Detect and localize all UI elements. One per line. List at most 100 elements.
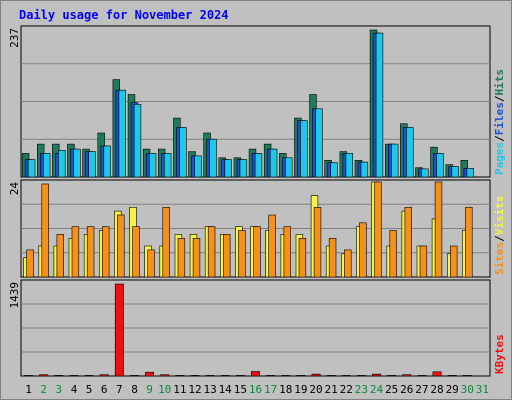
- bar-pages-day-9: [148, 153, 157, 178]
- bar-sites-day-9: [147, 249, 155, 278]
- bar-sites-day-27: [419, 245, 428, 278]
- bar-sites-day-1: [26, 249, 34, 278]
- bar-sites-day-17: [268, 214, 276, 278]
- bar-kbytes-day-18: [281, 375, 291, 377]
- bar-kbytes-day-8: [130, 375, 139, 377]
- x-tick-label: 18: [279, 383, 292, 396]
- bar-sites-day-6: [102, 226, 110, 278]
- bar-sites-day-23: [359, 222, 367, 278]
- bar-sites-day-21: [328, 238, 337, 278]
- bar-sites-day-26: [404, 207, 412, 278]
- bar-pages-day-15: [239, 159, 248, 178]
- legend-entry: /: [493, 95, 506, 102]
- bar-sites-day-30: [465, 207, 473, 278]
- bar-pages-day-17: [269, 148, 278, 178]
- bar-pages-day-8: [133, 104, 142, 178]
- bar-pages-day-23: [360, 161, 369, 178]
- x-tick-label: 15: [234, 383, 247, 396]
- bar-pages-day-20: [315, 108, 323, 178]
- bar-pages-day-16: [254, 153, 263, 178]
- x-tick-label: 22: [340, 383, 353, 396]
- x-tick-label: 4: [71, 383, 78, 396]
- panel-max-label: 237: [8, 28, 21, 48]
- bar-kbytes-day-6: [99, 374, 109, 377]
- legend-entry: Files: [493, 102, 506, 135]
- x-tick-label: 11: [173, 383, 186, 396]
- x-tick-label: 16: [249, 383, 262, 396]
- x-tick-label: 27: [415, 383, 428, 396]
- x-tick-label: 17: [264, 383, 277, 396]
- bar-sites-day-22: [344, 249, 352, 278]
- bar-kbytes-day-9: [145, 371, 154, 377]
- bar-kbytes-day-2: [39, 374, 49, 377]
- x-tick-label: 12: [188, 383, 201, 396]
- x-tick-label: 29: [446, 383, 459, 396]
- bar-kbytes-day-26: [402, 374, 412, 377]
- bar-pages-day-29: [451, 166, 459, 178]
- bar-pages-day-19: [300, 120, 308, 178]
- bar-pages-day-30: [466, 168, 474, 178]
- bar-pages-day-28: [436, 153, 444, 178]
- bar-sites-day-5: [86, 226, 95, 278]
- bar-kbytes-day-29: [447, 375, 457, 377]
- bar-sites-day-14: [223, 234, 231, 278]
- bar-pages-day-3: [58, 150, 66, 178]
- x-axis-labels: 1 2 3 4 5 6 7 8 9 10 11 12 13 14 15 16 17 18 19 20 21 22 23 24 2…: [25, 383, 489, 396]
- bar-sites-day-8: [132, 226, 140, 278]
- legend-entry: /: [493, 135, 506, 142]
- x-tick-label: 19: [294, 383, 307, 396]
- legend-entry: /: [493, 235, 506, 242]
- bar-sites-day-25: [389, 230, 397, 278]
- bar-kbytes-day-17: [266, 375, 276, 377]
- bar-sites-day-18: [283, 226, 291, 278]
- bar-sites-day-24: [374, 181, 382, 278]
- x-tick-label: 26: [400, 383, 413, 396]
- legend-label-group: KBytes: [493, 334, 506, 374]
- bar-pages-day-5: [88, 151, 96, 178]
- bar-sites-day-15: [238, 230, 246, 278]
- x-tick-label: 2: [40, 383, 47, 396]
- bar-pages-day-6: [103, 145, 111, 178]
- bar-pages-day-21: [330, 162, 338, 178]
- bar-kbytes-day-5: [84, 375, 94, 377]
- x-tick-label: 5: [86, 383, 93, 396]
- x-tick-label: 23: [355, 383, 368, 396]
- bar-kbytes-day-27: [417, 375, 427, 377]
- bar-kbytes-day-4: [69, 375, 79, 377]
- bar-pages-day-1: [27, 159, 36, 178]
- bar-pages-day-10: [164, 153, 172, 178]
- bar-sites-day-7: [117, 214, 125, 278]
- bar-sites-day-12: [192, 238, 201, 278]
- bar-pages-day-11: [179, 127, 187, 178]
- bar-kbytes-day-20: [311, 373, 321, 377]
- bar-pages-day-12: [194, 155, 202, 178]
- bar-pages-day-26: [406, 127, 414, 178]
- bar-sites-day-28: [434, 181, 443, 278]
- bar-kbytes-day-11: [175, 375, 185, 377]
- panel-max-label: 1439: [8, 282, 21, 309]
- bar-kbytes-day-15: [235, 375, 245, 377]
- panel-max-label: 24: [8, 182, 21, 196]
- bar-kbytes-day-28: [432, 371, 442, 377]
- bar-kbytes-day-12: [190, 375, 200, 377]
- chart-title: Daily usage for November 2024: [19, 8, 229, 22]
- bar-sites-day-16: [253, 226, 261, 278]
- bar-pages-day-25: [390, 143, 399, 178]
- bar-pages-day-18: [285, 157, 293, 178]
- bar-sites-day-11: [177, 238, 186, 278]
- legend-entry: KBytes: [493, 334, 506, 374]
- bar-sites-day-20: [313, 207, 322, 278]
- bar-pages-day-27: [421, 168, 429, 178]
- legend-entry: Hits: [493, 69, 506, 96]
- legend-entry: Visits: [493, 196, 506, 236]
- x-tick-label: 31: [476, 383, 489, 396]
- bar-pages-day-7: [118, 89, 127, 178]
- x-tick-label: 10: [158, 383, 171, 396]
- bar-sites-day-2: [41, 183, 49, 278]
- bar-sites-day-29: [449, 245, 458, 278]
- bar-kbytes-day-7: [114, 283, 124, 377]
- x-tick-label: 30: [461, 383, 474, 396]
- bar-pages-day-13: [209, 138, 217, 178]
- bar-kbytes-day-25: [387, 375, 397, 377]
